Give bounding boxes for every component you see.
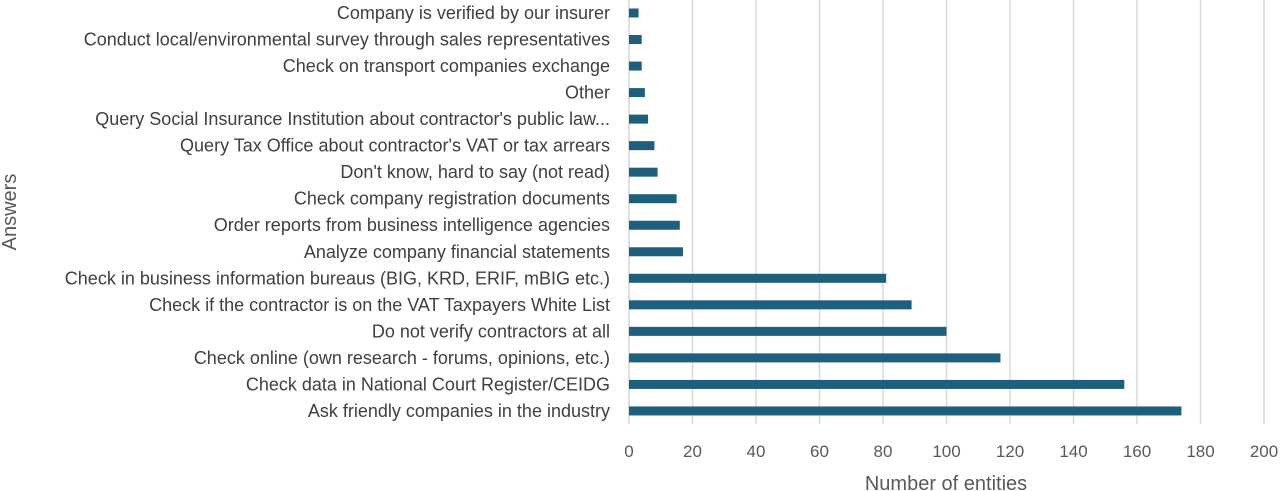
gridlines bbox=[628, 0, 1265, 424]
bar bbox=[629, 300, 912, 310]
bar bbox=[629, 273, 887, 283]
x-tick-labels: 0 20 40 60 80 100 120 140 160 180 200 bbox=[624, 442, 1278, 461]
category-label: Order reports from business intelligence… bbox=[214, 215, 610, 235]
y-axis-title: Answers bbox=[0, 174, 21, 251]
category-label: Company is verified by our insurer bbox=[337, 3, 610, 23]
bar bbox=[629, 35, 642, 45]
category-label: Check if the contractor is on the VAT Ta… bbox=[149, 295, 610, 315]
bar bbox=[629, 326, 947, 336]
category-label: Check data in National Court Register/CE… bbox=[246, 374, 610, 394]
category-label: Check online (own research - forums, opi… bbox=[194, 348, 610, 368]
bars bbox=[629, 8, 1182, 416]
x-tick-label: 200 bbox=[1250, 442, 1278, 461]
category-label: Conduct local/environmental survey throu… bbox=[84, 30, 610, 50]
bar bbox=[629, 8, 639, 18]
x-tick-label: 0 bbox=[624, 442, 633, 461]
bar bbox=[629, 379, 1125, 389]
bar bbox=[629, 88, 645, 98]
x-tick-label: 80 bbox=[874, 442, 893, 461]
x-tick-label: 140 bbox=[1059, 442, 1087, 461]
category-label: Check in business information bureaus (B… bbox=[65, 268, 610, 288]
category-label: Query Tax Office about contractor's VAT … bbox=[180, 136, 610, 156]
x-tick-label: 100 bbox=[932, 442, 960, 461]
bar bbox=[629, 114, 649, 124]
bar bbox=[629, 220, 680, 230]
bar bbox=[629, 194, 677, 204]
x-tick-label: 120 bbox=[996, 442, 1024, 461]
bar bbox=[629, 353, 1001, 363]
x-tick-label: 40 bbox=[747, 442, 766, 461]
x-axis-title: Number of entities bbox=[865, 473, 1027, 491]
bar bbox=[629, 167, 658, 177]
bar bbox=[629, 406, 1182, 416]
category-label: Query Social Insurance Institution about… bbox=[95, 109, 610, 129]
x-tick-label: 160 bbox=[1123, 442, 1151, 461]
category-label: Check company registration documents bbox=[294, 189, 610, 209]
x-tick-label: 180 bbox=[1186, 442, 1214, 461]
bar bbox=[629, 141, 655, 151]
category-label: Other bbox=[565, 83, 610, 103]
category-label: Do not verify contractors at all bbox=[372, 321, 610, 341]
bar bbox=[629, 247, 683, 257]
category-label: Check on transport companies exchange bbox=[283, 56, 610, 76]
category-label: Analyze company financial statements bbox=[304, 242, 610, 262]
category-label: Ask friendly companies in the industry bbox=[308, 401, 610, 421]
x-tick-label: 20 bbox=[683, 442, 702, 461]
category-labels: Company is verified by our insurer Conduc… bbox=[65, 3, 610, 421]
bar bbox=[629, 61, 642, 71]
category-label: Don't know, hard to say (not read) bbox=[340, 162, 610, 182]
x-tick-label: 60 bbox=[810, 442, 829, 461]
